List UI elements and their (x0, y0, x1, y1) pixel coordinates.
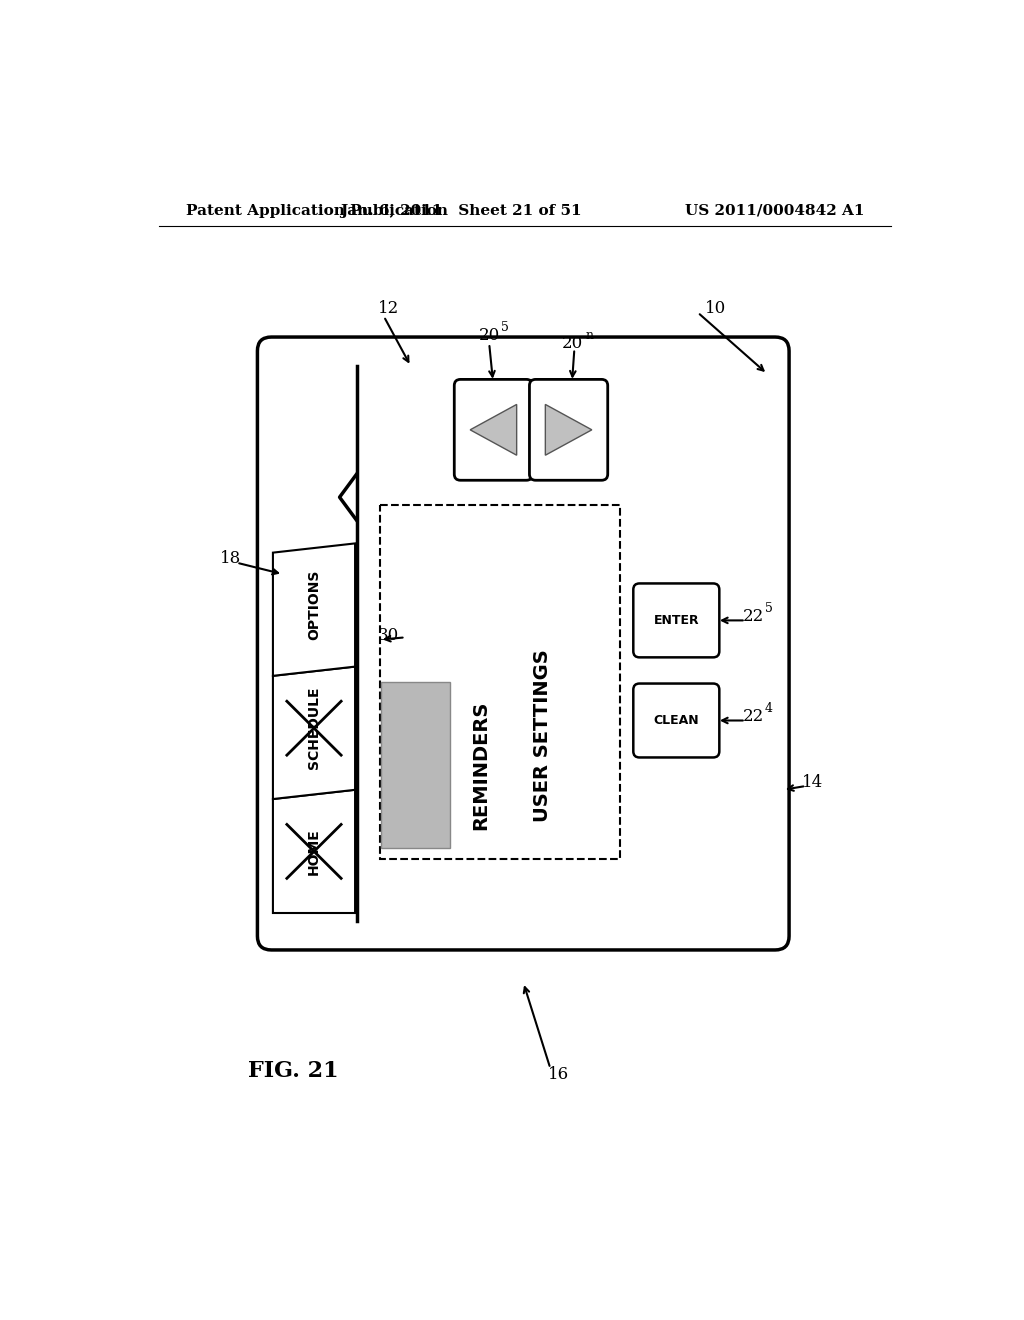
Text: 14: 14 (802, 774, 823, 791)
Polygon shape (470, 404, 517, 455)
Text: n: n (586, 329, 593, 342)
Bar (380, 506, 621, 859)
Text: 16: 16 (548, 1067, 568, 1084)
FancyBboxPatch shape (455, 379, 532, 480)
FancyBboxPatch shape (257, 337, 790, 950)
Text: Jan. 6, 2011   Sheet 21 of 51: Jan. 6, 2011 Sheet 21 of 51 (340, 203, 582, 218)
FancyBboxPatch shape (529, 379, 607, 480)
Text: REMINDERS: REMINDERS (471, 701, 490, 830)
Text: OPTIONS: OPTIONS (307, 570, 321, 640)
Text: CLEAN: CLEAN (653, 714, 699, 727)
FancyBboxPatch shape (633, 583, 719, 657)
Text: 30: 30 (378, 627, 399, 644)
Text: ENTER: ENTER (653, 614, 699, 627)
Text: USER SETTINGS: USER SETTINGS (534, 649, 552, 822)
Text: Patent Application Publication: Patent Application Publication (186, 203, 449, 218)
Text: 5: 5 (501, 321, 509, 334)
Text: US 2011/0004842 A1: US 2011/0004842 A1 (685, 203, 864, 218)
Text: 20: 20 (478, 327, 500, 345)
Text: FIG. 21: FIG. 21 (248, 1060, 339, 1082)
Bar (381, 682, 450, 847)
Text: SCHEDULE: SCHEDULE (307, 686, 321, 770)
Polygon shape (546, 404, 592, 455)
Polygon shape (273, 667, 355, 799)
Text: 5: 5 (765, 602, 773, 615)
Polygon shape (273, 544, 355, 676)
Text: 4: 4 (765, 702, 773, 715)
Text: 22: 22 (742, 708, 764, 725)
Text: 10: 10 (706, 300, 727, 317)
Text: 18: 18 (219, 550, 241, 568)
Text: 12: 12 (378, 300, 398, 317)
Text: 20: 20 (561, 335, 583, 351)
FancyBboxPatch shape (633, 684, 719, 758)
Text: HOME: HOME (307, 828, 321, 875)
Polygon shape (273, 789, 355, 913)
Text: 22: 22 (742, 609, 764, 626)
